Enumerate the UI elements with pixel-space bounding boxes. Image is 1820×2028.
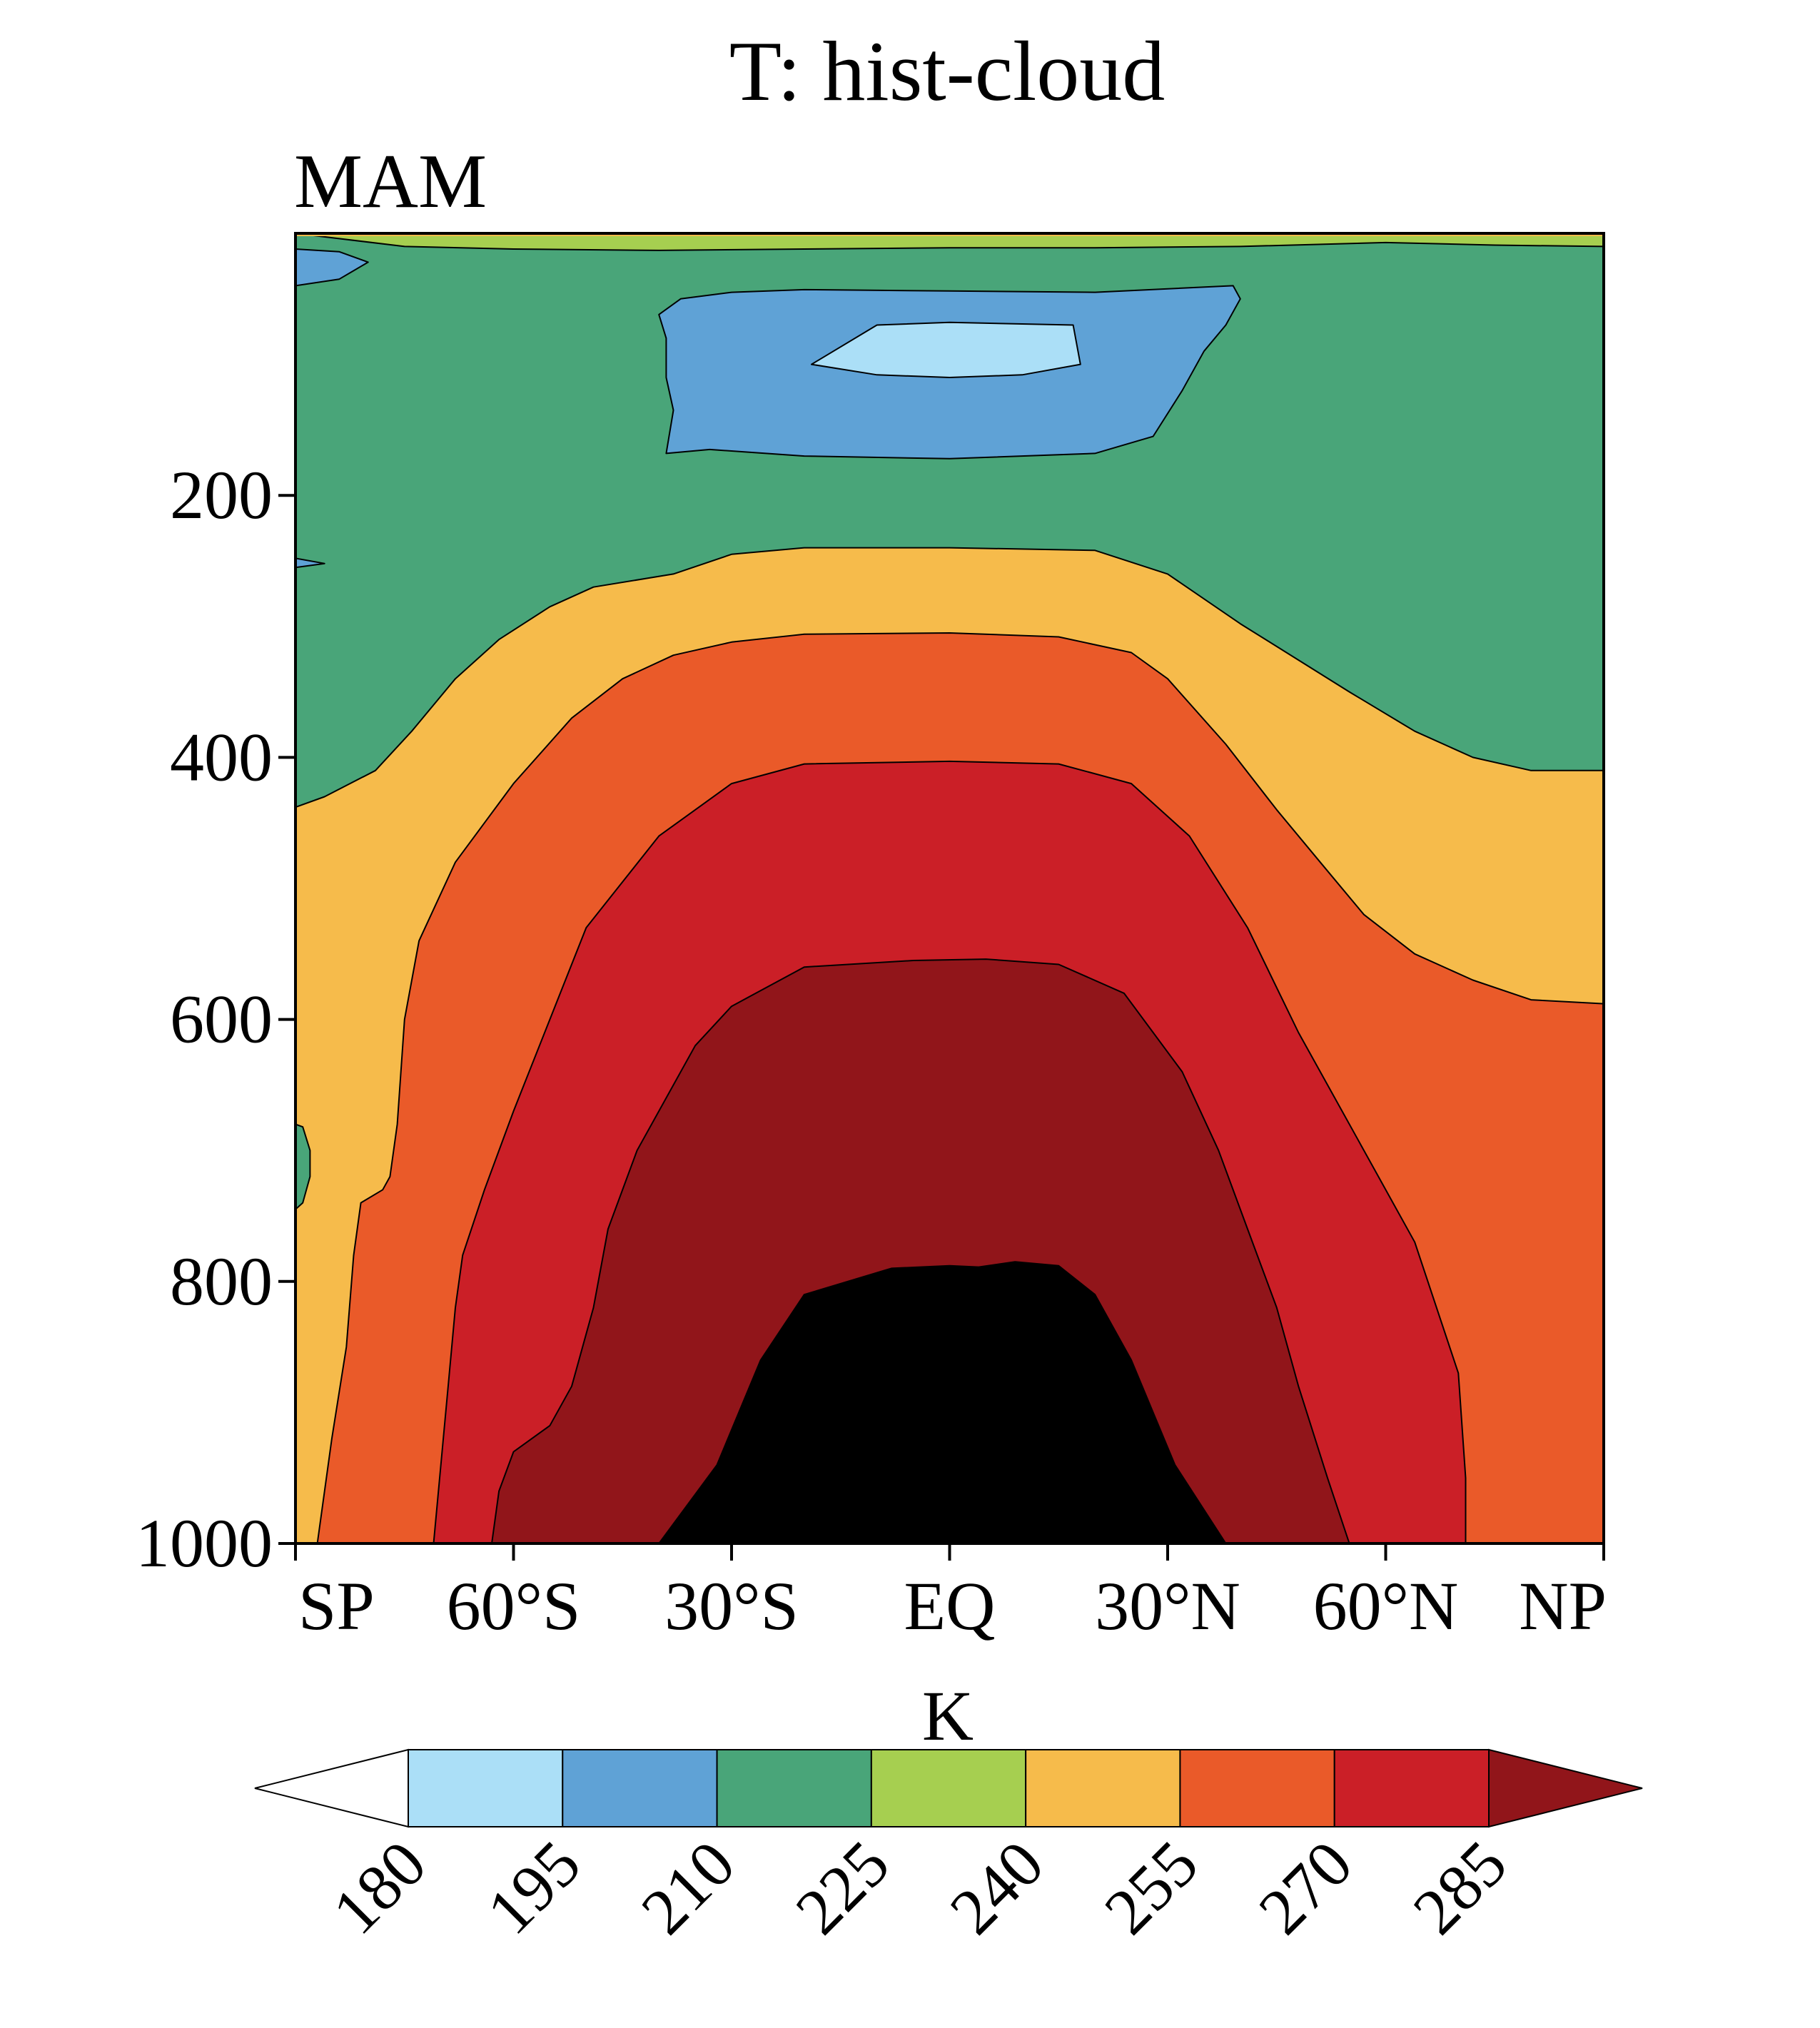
colorbar-tick-label: 255 — [1091, 1827, 1212, 1948]
colorbar-bin — [716, 1749, 872, 1827]
plot-area — [295, 233, 1604, 1543]
colorbar-upper-extension — [1488, 1748, 1643, 1828]
colorbar-tick-label: 225 — [782, 1827, 903, 1948]
contour-285 — [295, 1261, 1227, 1543]
axes: 200 400 600 800 1000 SP 60°S 30°S EQ 30°N 60°N NP — [136, 232, 1607, 1644]
colorbar-bin — [1333, 1749, 1490, 1827]
x-tick-label: 30°N — [1095, 1568, 1240, 1644]
contour-210-top — [295, 233, 1604, 251]
x-tick-label: SP — [298, 1568, 375, 1644]
y-tick-label: 400 — [170, 719, 273, 795]
x-tick-label: 30°S — [664, 1568, 799, 1644]
x-tick-label: 60°S — [447, 1568, 581, 1644]
y-tick-label: 1000 — [136, 1505, 273, 1581]
colorbar: 180 195 210 225 240 255 270 285 — [254, 1748, 1643, 1948]
y-tick-label: 200 — [170, 457, 273, 533]
y-tick-label: 600 — [170, 981, 273, 1058]
x-tick-label: NP — [1519, 1568, 1607, 1644]
chart-title: T: hist-cloud — [729, 24, 1166, 118]
x-tick-label: EQ — [904, 1568, 996, 1644]
colorbar-tick-label: 180 — [318, 1827, 440, 1948]
colorbar-bin — [1025, 1749, 1181, 1827]
colorbar-unit: K — [922, 1676, 974, 1755]
contour-small-1 — [295, 1123, 311, 1210]
colorbar-bin — [870, 1749, 1027, 1827]
x-tick-label: 60°N — [1313, 1568, 1459, 1644]
colorbar-tick-label: 270 — [1245, 1827, 1366, 1948]
colorbar-lower-extension — [254, 1748, 409, 1828]
season-label: MAM — [294, 139, 487, 224]
colorbar-tick-label: 240 — [936, 1827, 1058, 1948]
colorbar-tick-label: 210 — [627, 1827, 749, 1948]
colorbar-bin — [562, 1749, 718, 1827]
contour-small-0 — [295, 557, 325, 569]
colorbar-bin — [1179, 1749, 1335, 1827]
contour-180-cold-1 — [811, 321, 1081, 378]
colorbar-tick-label: 195 — [473, 1827, 595, 1948]
colorbar-bin — [408, 1749, 564, 1827]
contour-195-cold-2 — [295, 248, 369, 287]
y-tick-label: 800 — [170, 1243, 273, 1319]
colorbar-tick-label: 285 — [1399, 1827, 1520, 1948]
